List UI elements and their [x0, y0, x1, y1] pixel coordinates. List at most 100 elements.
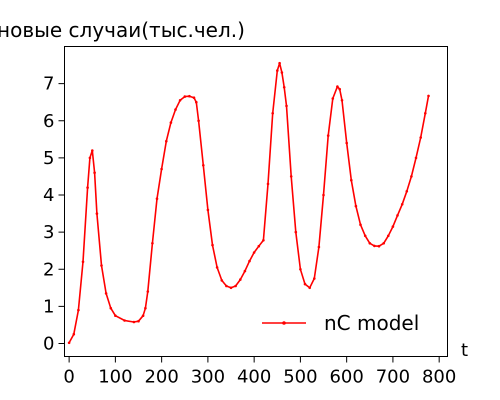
data-point: [195, 100, 198, 104]
data-point: [100, 264, 103, 267]
x-tick-label: 300: [191, 367, 225, 388]
x-tick-label: 800: [422, 367, 456, 388]
data-point: [373, 244, 376, 248]
data-point: [326, 134, 330, 137]
data-point: [308, 286, 312, 290]
data-point: [400, 203, 404, 206]
data-point: [322, 193, 325, 197]
data-point: [169, 121, 173, 124]
data-point: [262, 239, 265, 242]
data-point: [278, 61, 281, 65]
data-point: [289, 175, 293, 178]
data-point: [282, 86, 286, 89]
data-point: [303, 282, 307, 286]
y-axis: 0 1 2 3 4 5 6 7: [43, 74, 65, 355]
data-point: [211, 243, 214, 247]
data-point: [72, 332, 76, 336]
data-point: [88, 156, 92, 160]
x-tick-label: 400: [237, 367, 271, 388]
y-tick-label: 4: [43, 185, 54, 206]
data-point: [424, 112, 427, 115]
data-point: [77, 308, 80, 312]
data-point: [294, 230, 298, 234]
data-point: [132, 320, 136, 324]
y-tick-label: 5: [43, 148, 54, 169]
data-point: [336, 85, 339, 88]
x-tick-label: 0: [63, 367, 74, 388]
data-point: [114, 314, 117, 318]
data-point: [266, 182, 270, 186]
data-point: [331, 97, 335, 100]
data-point: [248, 259, 251, 263]
legend: nC model: [262, 311, 419, 335]
data-point: [257, 244, 261, 248]
data-point: [109, 306, 113, 310]
data-point: [276, 69, 279, 72]
x-tick-label: 200: [144, 367, 178, 388]
data-point: [229, 286, 233, 290]
data-point: [141, 314, 145, 318]
data-point: [86, 186, 89, 189]
data-point: [174, 108, 177, 111]
data-point: [91, 149, 94, 152]
data-point: [299, 268, 302, 271]
data-point: [382, 242, 386, 245]
x-tick-label: 500: [283, 367, 317, 388]
data-point: [151, 242, 154, 245]
data-point: [137, 319, 140, 323]
data-point: [338, 87, 342, 91]
data-point: [419, 136, 423, 139]
x-tick-label: 700: [376, 367, 410, 388]
data-point: [202, 164, 205, 167]
data-point: [368, 242, 372, 245]
data-point: [427, 94, 430, 98]
data-point: [93, 171, 96, 174]
data-point: [317, 245, 321, 249]
data-point: [67, 341, 71, 345]
legend-marker: [282, 321, 286, 325]
data-point: [215, 266, 219, 269]
data-point: [280, 71, 284, 74]
data-point: [363, 234, 367, 238]
data-point: [377, 244, 381, 248]
x-axis: 0 100 200 300 400 500 600 700 800: [63, 356, 456, 388]
data-point: [197, 119, 200, 123]
x-tick-label: 100: [98, 367, 132, 388]
data-point: [387, 234, 390, 238]
y-tick-label: 2: [43, 259, 54, 280]
data-point: [313, 277, 316, 280]
data-point: [192, 96, 196, 99]
data-point: [225, 284, 228, 288]
plot-frame: [64, 46, 448, 357]
legend-label: nC model: [324, 311, 419, 335]
y-tick-label: 6: [43, 111, 54, 132]
data-point: [405, 190, 409, 193]
data-point: [146, 290, 150, 293]
data-point: [220, 279, 224, 282]
data-point: [104, 292, 108, 295]
data-point: [81, 260, 85, 264]
data-point: [206, 208, 210, 212]
data-point: [239, 278, 242, 281]
chart-title: новые случаи(тыс.чел.): [0, 18, 245, 42]
data-point: [410, 175, 413, 178]
y-tick-label: 7: [43, 74, 54, 95]
y-tick-label: 3: [43, 222, 54, 243]
data-point: [354, 204, 358, 208]
data-point: [345, 141, 349, 145]
x-tick-label: 600: [329, 367, 363, 388]
y-tick-label: 0: [43, 334, 54, 355]
data-point: [123, 319, 126, 322]
data-point: [340, 99, 344, 102]
data-point: [252, 251, 256, 254]
data-point: [243, 269, 247, 273]
series-layer: [67, 61, 430, 345]
data-point: [160, 167, 163, 171]
data-point: [183, 95, 187, 98]
data-point: [234, 284, 237, 288]
data-point: [350, 178, 353, 182]
series-line: [68, 62, 430, 344]
data-point: [188, 94, 191, 98]
